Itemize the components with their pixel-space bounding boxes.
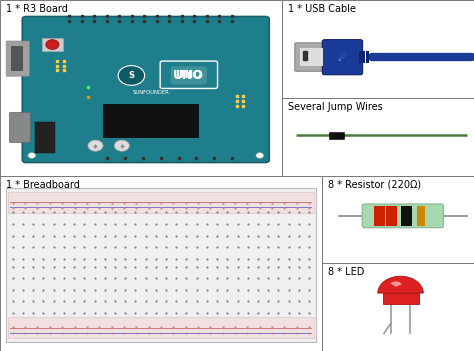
Circle shape <box>114 140 129 151</box>
Circle shape <box>88 140 103 151</box>
Circle shape <box>28 153 36 158</box>
Circle shape <box>46 40 59 49</box>
Text: Several Jump Wires: Several Jump Wires <box>288 102 383 112</box>
Bar <box>383 293 419 304</box>
Text: 8 * LED: 8 * LED <box>328 267 365 277</box>
Text: UNO: UNO <box>173 69 204 82</box>
Bar <box>8 192 314 213</box>
Bar <box>366 51 369 63</box>
Bar <box>0 176 322 351</box>
Bar <box>8 317 314 338</box>
Bar <box>35 122 55 153</box>
Bar <box>282 0 474 98</box>
Text: 1 * R3 Board: 1 * R3 Board <box>6 4 68 14</box>
Bar <box>282 98 474 176</box>
Wedge shape <box>391 282 402 287</box>
Bar <box>359 51 362 63</box>
Bar <box>322 263 474 351</box>
Bar <box>417 206 425 226</box>
Circle shape <box>118 66 145 85</box>
Bar <box>322 176 474 263</box>
Bar <box>363 51 365 63</box>
FancyBboxPatch shape <box>295 43 328 71</box>
Text: S: S <box>128 71 135 80</box>
Bar <box>300 48 323 66</box>
Text: 8 * Resistor (220Ω): 8 * Resistor (220Ω) <box>328 180 421 190</box>
Text: ☄: ☄ <box>338 53 346 62</box>
FancyBboxPatch shape <box>322 40 363 75</box>
Bar <box>103 104 199 137</box>
Bar <box>11 46 23 71</box>
Bar <box>0 0 282 176</box>
Text: SUNFOUNDER: SUNFOUNDER <box>132 90 169 95</box>
FancyBboxPatch shape <box>362 204 444 228</box>
Bar <box>42 38 63 51</box>
Text: 1 * Breadboard: 1 * Breadboard <box>6 180 80 190</box>
Bar <box>386 206 397 226</box>
Wedge shape <box>378 276 423 293</box>
Bar <box>374 206 384 226</box>
Text: UNO: UNO <box>176 70 202 80</box>
Text: 1 * USB Cable: 1 * USB Cable <box>288 4 356 14</box>
Bar <box>401 206 412 226</box>
Bar <box>6 188 316 342</box>
FancyBboxPatch shape <box>9 112 30 143</box>
Bar <box>329 132 344 139</box>
FancyBboxPatch shape <box>22 16 269 163</box>
FancyBboxPatch shape <box>6 41 29 76</box>
Circle shape <box>256 153 264 158</box>
